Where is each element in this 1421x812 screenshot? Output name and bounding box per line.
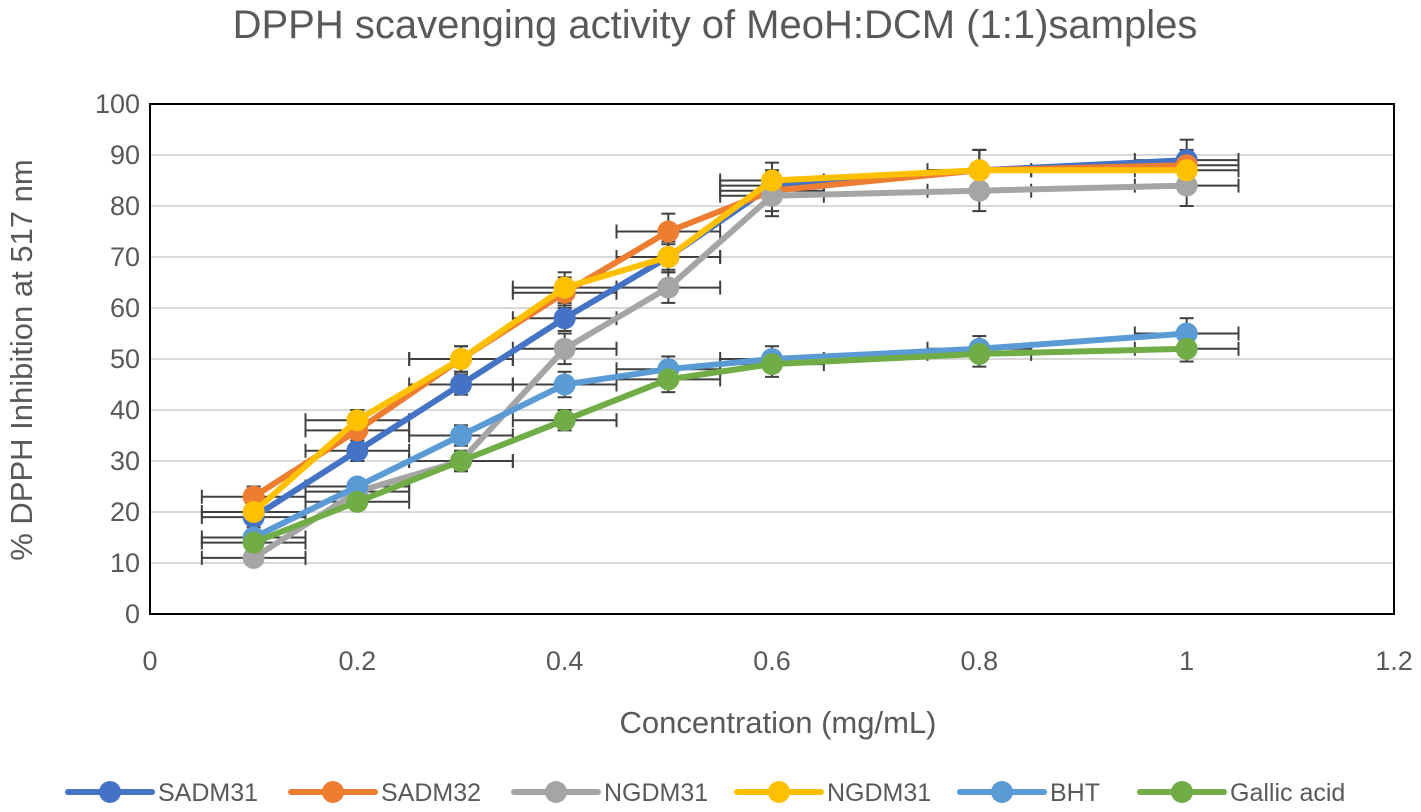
data-point: [450, 348, 472, 370]
legend-marker: [545, 781, 567, 803]
legend-label: SADM32: [381, 779, 481, 807]
series-lines: [242, 149, 1198, 569]
data-point: [553, 373, 576, 396]
legend-label: NGDM31: [827, 779, 931, 807]
data-point: [761, 169, 783, 192]
legend: SADM31 SADM32 NGDM31 NGDM31 BHT Gallic acid: [65, 779, 1345, 807]
data-point: [346, 409, 369, 432]
data-point: [1175, 322, 1198, 345]
legend-marker: [991, 781, 1013, 803]
legend-item: SADM31: [65, 779, 258, 807]
data-point: [761, 184, 783, 207]
legend-marker: [322, 781, 344, 803]
legend-label: NGDM31: [604, 779, 708, 807]
data-point: [968, 159, 991, 182]
y-tick-label: 50: [110, 344, 140, 374]
series-line: [250, 330, 1190, 541]
data-point: [242, 501, 265, 523]
y-tick-label: 20: [110, 497, 140, 527]
y-tick-label: 40: [110, 395, 140, 425]
x-tick-label: 0.4: [546, 646, 584, 676]
series-6: [242, 337, 1198, 554]
x-tick-label: 1: [1179, 646, 1194, 676]
data-point: [450, 450, 472, 472]
series-4: [242, 159, 1198, 523]
data-point: [761, 353, 783, 376]
data-point: [657, 246, 680, 268]
y-tick-label: 70: [110, 242, 140, 272]
y-tick-label: 10: [110, 548, 140, 578]
legend-item: NGDM31: [734, 779, 931, 807]
legend-item: NGDM31: [511, 779, 708, 807]
data-point: [242, 531, 265, 554]
y-tick-label: 0: [125, 599, 140, 629]
legend-marker: [99, 781, 121, 803]
data-point: [553, 307, 576, 330]
data-point: [346, 475, 369, 498]
data-point: [968, 342, 991, 365]
y-tick-label: 90: [110, 140, 140, 170]
data-point: [242, 546, 265, 569]
data-point: [553, 276, 576, 299]
series-line: [250, 182, 1190, 561]
x-tick-label: 1.2: [1375, 646, 1413, 676]
data-point: [553, 337, 576, 360]
x-axis-title: Concentration (mg/mL): [619, 705, 936, 740]
y-tick-label: 80: [110, 191, 140, 221]
legend-marker: [768, 781, 790, 803]
data-point: [657, 368, 680, 391]
x-tick-label: 0.6: [753, 646, 791, 676]
data-point: [1175, 337, 1198, 360]
data-point: [346, 439, 369, 462]
data-point: [968, 179, 991, 202]
legend-item: Gallic acid: [1137, 779, 1345, 807]
legend-marker: [1171, 781, 1193, 803]
series-line: [250, 345, 1190, 546]
series-line: [250, 167, 1190, 515]
y-tick-label: 60: [110, 293, 140, 323]
data-point: [346, 490, 369, 513]
x-tick-label: 0.2: [339, 646, 377, 676]
legend-label: Gallic acid: [1230, 779, 1345, 807]
series-line: [250, 162, 1190, 500]
data-point: [1175, 174, 1198, 197]
y-tick-label: 30: [110, 446, 140, 476]
y-axis-title: % DPPH Inhibition at 517 nm: [4, 159, 39, 561]
data-point: [657, 276, 680, 299]
x-tick-label: 0: [142, 646, 157, 676]
data-point: [450, 424, 472, 447]
plot-area-frame: [149, 103, 1395, 615]
series-2: [242, 154, 1198, 508]
legend-label: BHT: [1050, 779, 1100, 807]
legend-item: SADM32: [288, 779, 481, 807]
x-axis-ticks: 0 0.2 0.4 0.6 0.8 1 1.2: [142, 646, 1412, 676]
legend-label: SADM31: [158, 779, 258, 807]
y-tick-label: 100: [95, 89, 140, 119]
chart-title: DPPH scavenging activity of MeoH:DCM (1:…: [233, 3, 1198, 47]
data-point: [553, 409, 576, 432]
data-point: [450, 373, 472, 396]
data-point: [242, 485, 265, 508]
legend-item: BHT: [957, 779, 1100, 807]
data-point: [657, 220, 680, 243]
y-axis-ticks: 0 10 20 30 40 50 60 70 80 90 100: [95, 89, 140, 629]
data-point: [1175, 159, 1198, 182]
x-tick-label: 0.8: [961, 646, 999, 676]
